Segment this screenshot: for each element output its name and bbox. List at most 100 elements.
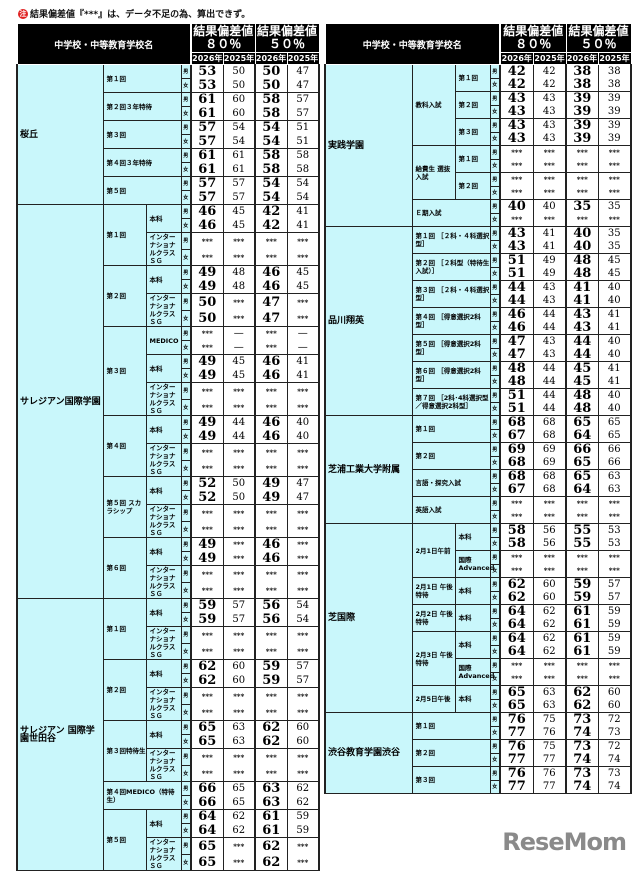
exam-course: インターナショナルクラスＳＧ [145,232,182,266]
value-50-2025: 57 [286,106,321,121]
sex-female: 女 [489,158,502,173]
exam-course: 本科 [145,476,182,505]
value-50-2025: *** [286,551,321,566]
value-80-2025: 40 [532,199,568,213]
value-50-2026: 65 [565,415,599,429]
value-80-2025: 60 [222,106,257,121]
value-50-2025: 38 [597,78,633,92]
sex-male: 男 [489,145,502,160]
sex-male: 男 [489,766,502,781]
table-row: 女 *** *** *** *** [325,509,633,524]
value-50-2026: 63 [254,795,288,810]
value-80-2026: 77 [499,780,534,794]
table-row: 第５回 スカラシップ 本科男 52 50 49 47 [17,476,321,538]
value-50-2025: 51 [286,120,321,135]
value-50-2026: 61 [254,823,288,838]
table-row: 第５回 本科男 64 62 61 59 [17,809,321,871]
value-80-2026: 61 [190,92,224,107]
value-80-2026: 49 [190,415,224,430]
sex-male: 男 [489,199,502,214]
value-80-2025: 42 [532,64,568,78]
value-80-2025: *** [222,582,257,599]
table-row: 女 51 44 48 40 [325,401,633,416]
school-name: 芝浦工業大学附属 [324,415,413,524]
year-header: 2025年 [222,52,256,65]
value-50-2025: *** [286,293,321,310]
value-80-2025: 65 [222,781,257,796]
year-header: 2026年 [499,52,534,65]
value-50-2026: 74 [565,753,599,767]
value-80-2025: 43 [532,91,568,105]
value-80-2026: 62 [190,673,224,688]
sex-male: 男 [489,496,502,511]
table-row: 第３回特待生 本科男 65 63 62 60 [17,720,321,782]
value-50-2026: *** [254,249,288,266]
exam-round: 英語入試 [411,496,491,524]
value-80-2025: 54 [222,134,257,149]
exam-course: 本科 [145,204,182,233]
value-80-2025: 63 [222,734,257,749]
exam-course: 本科 [454,631,491,659]
value-80-2026: 57 [190,176,224,191]
value-50-2025: 38 [597,64,633,78]
value-50-2025: 41 [597,307,633,321]
value-50-2026: 44 [565,348,599,362]
sex-female: 女 [180,551,193,566]
sex-female: 女 [180,218,193,233]
value-50-2025: 57 [597,591,633,605]
sex-male: 男 [489,685,502,700]
exam-course: 本科 [145,415,182,444]
value-50-2026: 42 [254,218,288,233]
value-80-2026: *** [499,213,534,227]
value-80-2026: 57 [190,120,224,135]
value-80-2025: 49 [532,253,568,267]
value-50-2026: 39 [565,105,599,119]
exam-course: 本科 [145,598,182,627]
value-80-2025: 45 [222,218,257,233]
sex-female: 女 [180,642,193,660]
exam-round: 第２回 [411,442,491,470]
table-row: 女 59 57 56 54 [17,612,321,627]
resemom-logo: ReseMom [502,828,627,856]
value-80-2025: 75 [532,739,568,753]
table-row: 女 62 60 59 57 [325,590,633,605]
value-50-2026: 45 [565,361,599,375]
value-80-2025: 57 [222,612,257,627]
sex-male: 男 [180,64,193,79]
table-row: 言語・探究入試男 68 68 65 63 [325,469,633,497]
value-50-2025: *** [286,854,321,871]
value-80-2025: 48 [222,279,257,294]
value-80-2025: *** [222,382,257,399]
value-80-2025: *** [532,672,568,686]
value-50-2026: 46 [254,354,288,369]
value-50-2026: 65 [565,456,599,470]
exam-round: 第５回 ［得意選択2科型］ [411,334,491,362]
sex-male: 男 [180,748,193,766]
exam-course: 本科 [145,265,182,294]
value-50-2026: *** [254,748,288,765]
value-80-2026: 59 [190,612,224,627]
exam-round: 第６回 [102,537,147,599]
exam-course: 本科 [454,523,491,551]
value-80-2025: 56 [532,523,568,537]
value-50-2025: 74 [597,780,633,794]
table-row: 女 67 68 64 63 [325,482,633,497]
value-80-2025: *** [532,496,568,510]
table-row: 女 77 76 74 73 [325,725,633,740]
exam-round: 2月5日午後 [411,685,456,713]
value-80-2026: 50 [190,310,224,327]
exam-course: インターナショナルクラスＳＧ [145,687,182,721]
sex-female: 女 [489,428,502,443]
value-80-2026: 76 [499,766,534,780]
value-50-2026: 58 [254,148,288,163]
value-80-2025: 44 [222,415,257,430]
exam-round: 第３回 [102,326,147,416]
exam-course: インターナショナルクラスＳＧ [145,837,182,871]
value-50-2026: 64 [565,483,599,497]
value-50-2026: 48 [565,267,599,281]
pct80-header: 結果偏差値 ８０％ [190,23,256,53]
table-row: 女 67 68 64 65 [325,428,633,443]
sex-male: 男 [180,293,193,311]
table-row: 第２回男 69 69 66 66 [325,442,633,470]
value-80-2026: *** [190,565,224,582]
